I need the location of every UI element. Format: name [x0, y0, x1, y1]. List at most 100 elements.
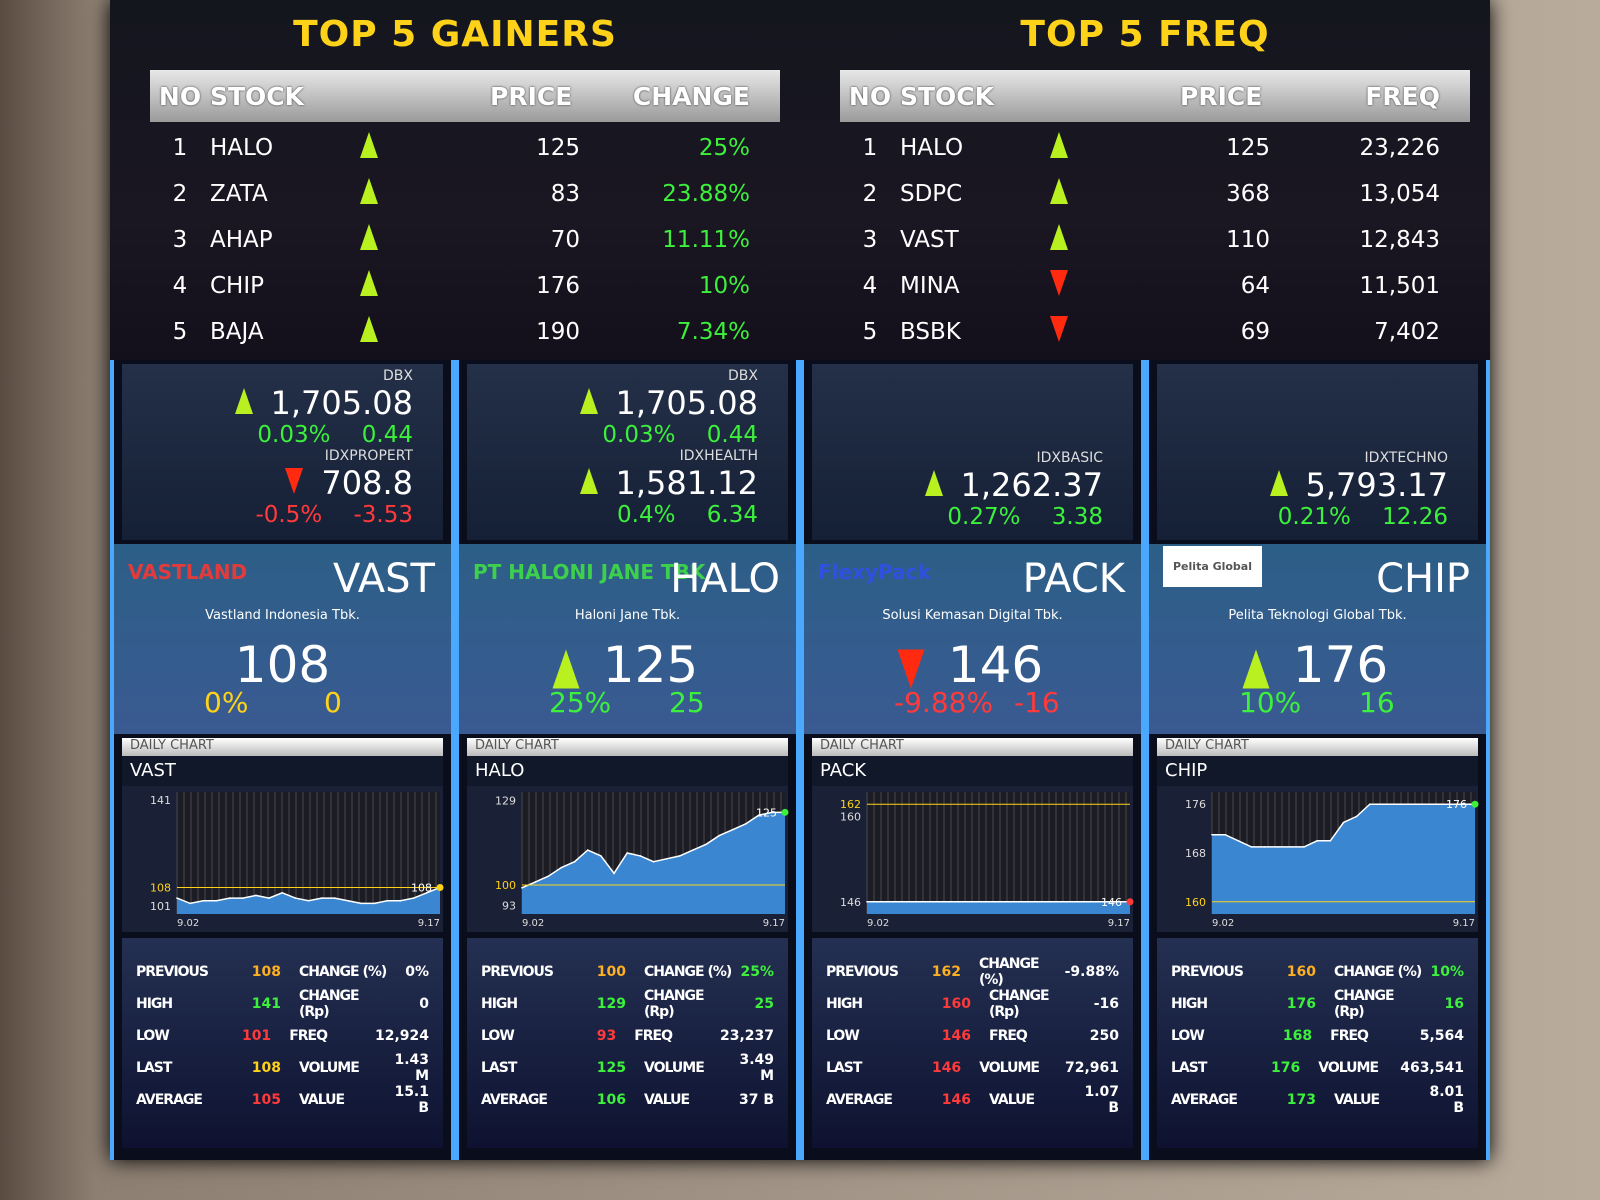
stock-code: CHIP — [210, 272, 265, 299]
company-logo: VASTLAND — [128, 560, 248, 584]
chart-title: HALO — [467, 756, 788, 786]
area-fill — [867, 901, 1130, 914]
direction-cell — [360, 223, 460, 256]
column-header: NO — [848, 81, 892, 111]
data-point — [600, 855, 602, 857]
data-point — [560, 866, 563, 869]
plot-area — [177, 792, 440, 914]
change-pts: 25 — [669, 686, 705, 719]
change-value: 11.11% — [662, 226, 750, 253]
index-value-row: 708.8 — [122, 464, 413, 502]
stat-label: LAST — [136, 1060, 172, 1076]
stats-row: LAST 176 VOLUME 463,541 — [1171, 1052, 1464, 1084]
stat-label: LAST — [1171, 1060, 1207, 1076]
stat-value: -16 — [1093, 996, 1119, 1012]
stat-label: FREQ — [989, 1028, 1028, 1044]
table-row: 2 ZATA 83 23.88% — [150, 170, 780, 217]
last-price: 108 — [234, 636, 331, 694]
data-point — [1382, 803, 1384, 805]
index-change-row: 0.03% 0.44 — [122, 422, 413, 448]
data-point — [905, 901, 908, 903]
company-logo: Pelita Global — [1163, 546, 1262, 587]
data-point — [1116, 901, 1118, 903]
stats-row: PREVIOUS 160 CHANGE (%) 10% — [1171, 956, 1464, 988]
stats-row: HIGH 176 CHANGE (Rp) 16 — [1171, 988, 1464, 1020]
change-pts: 0 — [324, 686, 342, 719]
arrow-up-icon — [360, 269, 378, 296]
company-name: Solusi Kemasan Digital Tbk. — [882, 608, 1063, 623]
index-change-row: 0.21% 12.26 — [1157, 504, 1448, 530]
company-logo: PT HALONI JANE TBK — [473, 560, 706, 584]
index-change-pts: 0.44 — [706, 422, 758, 448]
y-tick-label: 162 — [840, 798, 861, 811]
data-point — [679, 855, 681, 857]
chart-title: PACK — [812, 756, 1133, 786]
chart-header: DAILY CHART — [812, 738, 1133, 756]
change-value: 10% — [698, 272, 750, 299]
stat-value: 173 — [1286, 1092, 1316, 1108]
direction-cell — [360, 269, 460, 302]
arrow-up-icon — [579, 468, 598, 494]
stat-label: LOW — [136, 1028, 170, 1044]
stock-code: AHAP — [210, 226, 273, 253]
stat-value: 8.01 B — [1429, 1084, 1464, 1116]
stat-value: 100 — [596, 964, 626, 980]
company-name: Haloni Jane Tbk. — [574, 608, 681, 623]
last-price-row: 108 — [114, 636, 451, 694]
data-point — [613, 872, 615, 875]
arrow-up-icon — [1050, 131, 1068, 158]
plot-area — [867, 792, 1130, 914]
stat-label: VALUE — [299, 1092, 345, 1108]
stat-value: 463,541 — [1400, 1060, 1464, 1076]
stock-summary: Pelita Global CHIP Pelita Teknologi Global… — [1149, 544, 1486, 734]
price: 70 — [550, 226, 580, 253]
stat-value: 0% — [405, 964, 429, 980]
index-change-row: 0.27% 3.38 — [812, 504, 1103, 530]
chart-title: VAST — [122, 756, 443, 786]
table-row: 1 HALO 125 23,226 — [840, 124, 1470, 171]
stats-row: LOW 146 FREQ 250 — [826, 1020, 1119, 1052]
data-point — [744, 823, 747, 825]
table-header: NO STOCK PRICE FREQ — [840, 70, 1470, 122]
x-tick-label: 9.17 — [763, 918, 785, 929]
stat-label: VOLUME — [1318, 1060, 1379, 1076]
stat-value: 146 — [941, 1092, 971, 1108]
data-point — [521, 887, 523, 889]
index-name: IDXTECHNO — [1364, 450, 1448, 466]
row-number: 1 — [172, 134, 188, 161]
index-change-pct: 0.4% — [617, 502, 676, 528]
stat-label: VALUE — [989, 1092, 1035, 1108]
price: 69 — [1240, 318, 1270, 345]
stats-row: PREVIOUS 108 CHANGE (%) 0% — [136, 956, 429, 988]
index-name: DBX — [728, 368, 758, 384]
stat-label: CHANGE (Rp) — [989, 988, 1050, 1020]
data-point — [1447, 803, 1450, 805]
index-change-pts: 12.26 — [1382, 504, 1448, 530]
stat-label: PREVIOUS — [136, 964, 209, 980]
stats-row: AVERAGE 173 VALUE 8.01 B — [1171, 1084, 1464, 1116]
stat-label: CHANGE (%) — [978, 956, 1040, 988]
data-point — [1355, 815, 1358, 818]
arrow-up-icon — [924, 470, 943, 496]
arrow-up-icon — [360, 177, 378, 204]
direction-cell — [1050, 131, 1150, 164]
daily-chart: DAILY CHART HALO 129 100 93 9.02 9.17 125 — [467, 738, 789, 932]
table-row: 4 MINA 64 11,501 — [840, 262, 1470, 309]
stat-value: 10% — [1430, 964, 1464, 980]
y-tick-label: 160 — [840, 810, 861, 823]
row-number: 3 — [862, 226, 878, 253]
stock-column: IDXBASIC 1,262.37 0.27% 3.38 FlexyPack PACK S… — [800, 360, 1145, 1160]
index-change-pct: 0.21% — [1277, 504, 1351, 530]
row-number: 2 — [862, 180, 878, 207]
stock-column: DBX 1,705.08 0.03% 0.44 IDXPROPERT 708.8 -0.5… — [110, 360, 455, 1160]
data-point — [771, 811, 773, 814]
row-number: 2 — [172, 180, 188, 207]
price: 64 — [1240, 272, 1270, 299]
change-value: 13,054 — [1359, 180, 1440, 207]
index-value-row: 1,581.12 — [467, 464, 758, 502]
stat-value: 1.07 B — [1084, 1084, 1119, 1116]
stat-label: PREVIOUS — [481, 964, 554, 980]
data-point — [639, 855, 642, 857]
stats-row: LAST 125 VOLUME 3.49 M — [481, 1052, 774, 1084]
data-point — [757, 814, 760, 817]
